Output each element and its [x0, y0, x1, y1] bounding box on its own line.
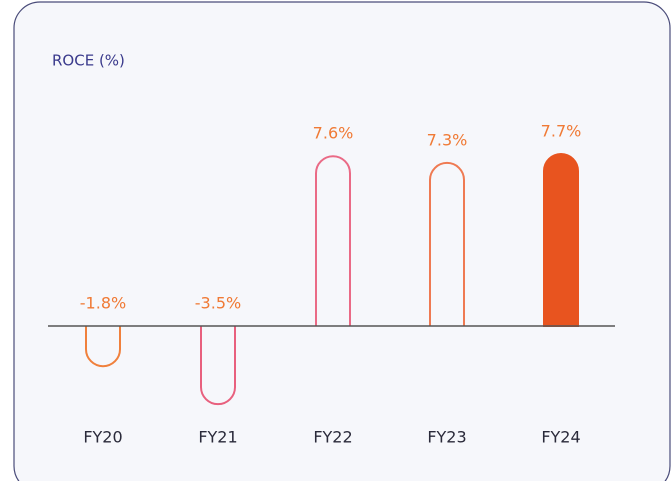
x-tick-label: FY23	[427, 428, 466, 447]
data-label: 7.7%	[541, 122, 582, 141]
data-label: -1.8%	[80, 294, 126, 313]
bar	[429, 161, 465, 326]
bar	[315, 155, 351, 326]
x-tick-label: FY22	[313, 428, 352, 447]
chart-title: ROCE (%)	[52, 52, 125, 70]
data-label: 7.3%	[427, 130, 468, 149]
x-tick-label: FY21	[198, 428, 237, 447]
x-tick-label: FY20	[83, 428, 122, 447]
bar	[85, 326, 121, 368]
data-label: 7.6%	[313, 124, 354, 143]
card	[13, 1, 671, 481]
x-tick-label: FY24	[541, 428, 580, 447]
data-label: -3.5%	[195, 294, 241, 313]
bar	[543, 153, 579, 327]
bar	[200, 326, 236, 406]
